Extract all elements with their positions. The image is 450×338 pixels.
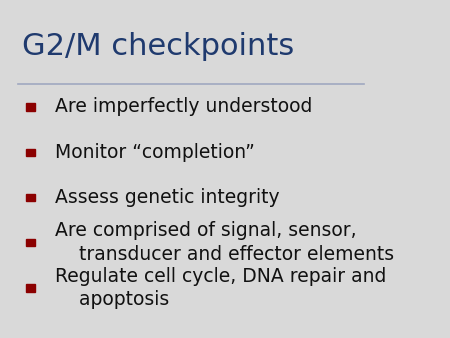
Text: G2/M checkpoints: G2/M checkpoints	[22, 31, 294, 61]
Text: Monitor “completion”: Monitor “completion”	[55, 143, 255, 162]
FancyBboxPatch shape	[26, 194, 35, 201]
Text: Are imperfectly understood: Are imperfectly understood	[55, 97, 312, 117]
FancyBboxPatch shape	[26, 103, 35, 111]
FancyBboxPatch shape	[26, 284, 35, 292]
Text: Are comprised of signal, sensor,
    transducer and effector elements: Are comprised of signal, sensor, transdu…	[55, 221, 394, 264]
FancyBboxPatch shape	[26, 239, 35, 246]
Text: Assess genetic integrity: Assess genetic integrity	[55, 188, 279, 207]
FancyBboxPatch shape	[26, 149, 35, 156]
Text: Regulate cell cycle, DNA repair and
    apoptosis: Regulate cell cycle, DNA repair and apop…	[55, 267, 386, 309]
